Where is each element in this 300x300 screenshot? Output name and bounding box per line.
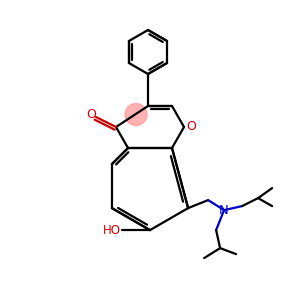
Text: N: N [219,204,229,217]
Text: HO: HO [103,224,121,237]
Text: O: O [86,109,96,122]
Circle shape [125,103,147,125]
Text: O: O [186,121,196,134]
